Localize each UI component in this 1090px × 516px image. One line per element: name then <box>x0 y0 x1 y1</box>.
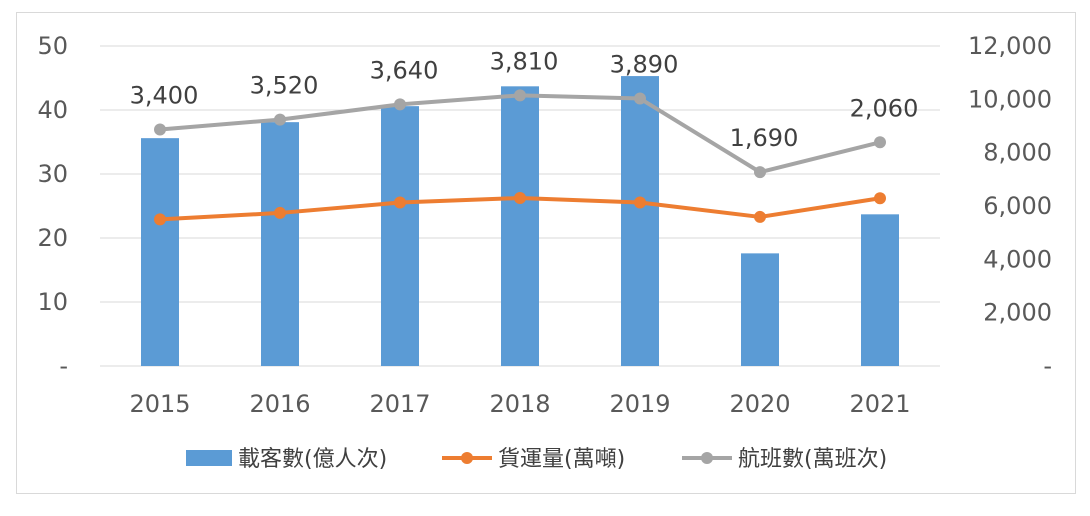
legend-label: 載客數(億人次) <box>238 447 387 472</box>
bar-series <box>141 76 899 366</box>
y-left-tick-label: 30 <box>37 160 68 188</box>
legend-label: 航班數(萬班次) <box>738 447 887 472</box>
x-tick-label: 2016 <box>249 390 310 418</box>
series-point <box>634 92 646 105</box>
legend-label: 貨運量(萬噸) <box>498 447 625 472</box>
y-right-tick-label: 8,000 <box>983 139 1052 167</box>
y-right-tick-label: 2,000 <box>983 299 1052 327</box>
x-tick-label: 2020 <box>729 390 790 418</box>
y-right-tick-label: 4,000 <box>983 245 1052 273</box>
bar <box>501 86 539 366</box>
y-right-tick-label: 12,000 <box>968 32 1052 60</box>
y-right-tick-label: 10,000 <box>968 85 1052 113</box>
y-left-tick-label: 20 <box>37 224 68 252</box>
y-left-tick-label: 40 <box>37 96 68 124</box>
bar <box>621 76 659 366</box>
bar <box>741 253 779 366</box>
y-left-tick-label: 50 <box>37 32 68 60</box>
legend-swatch <box>186 450 232 466</box>
axes: - 10 20 30 40 50 - 2,000 4,000 6,000 8,000 10,000 12… <box>37 32 1052 418</box>
data-label: 3,810 <box>490 47 559 75</box>
y-left-tick-label: 10 <box>37 288 68 316</box>
data-label: 3,400 <box>130 81 199 109</box>
data-label: 1,690 <box>730 124 799 152</box>
series-point <box>754 166 766 179</box>
y-right-tick-label: 6,000 <box>983 192 1052 220</box>
x-tick-label: 2021 <box>849 390 910 418</box>
data-label: 3,640 <box>370 56 439 84</box>
legend-swatch-marker <box>701 452 713 464</box>
x-tick-label: 2019 <box>609 390 670 418</box>
legend: 載客數(億人次) 貨運量(萬噸) 航班數(萬班次) <box>186 447 887 472</box>
series-point <box>754 210 766 223</box>
data-labels: 3,400 3,520 3,640 3,810 3,890 1,690 2,060 <box>130 47 919 152</box>
bar <box>861 214 899 366</box>
bar <box>261 122 299 366</box>
series-point <box>394 98 406 111</box>
series-point <box>874 192 886 205</box>
series-point <box>514 89 526 102</box>
series-point <box>394 196 406 209</box>
series-point <box>154 213 166 226</box>
series-point <box>634 196 646 209</box>
bar <box>381 106 419 366</box>
x-tick-label: 2015 <box>129 390 190 418</box>
series-point <box>874 136 886 149</box>
bar <box>141 138 179 366</box>
data-label: 3,520 <box>250 72 319 100</box>
x-tick-label: 2017 <box>369 390 430 418</box>
line-series <box>154 89 886 226</box>
data-label: 3,890 <box>610 51 679 79</box>
y-right-tick-label: - <box>1043 352 1052 380</box>
series-point <box>154 123 166 136</box>
series-point <box>274 113 286 126</box>
series-point <box>514 192 526 204</box>
y-left-tick-label: - <box>59 352 68 380</box>
x-tick-label: 2018 <box>489 390 550 418</box>
chart-frame <box>16 12 1076 494</box>
series-point <box>274 206 286 219</box>
data-label: 2,060 <box>850 94 919 122</box>
legend-swatch-marker <box>461 452 473 464</box>
